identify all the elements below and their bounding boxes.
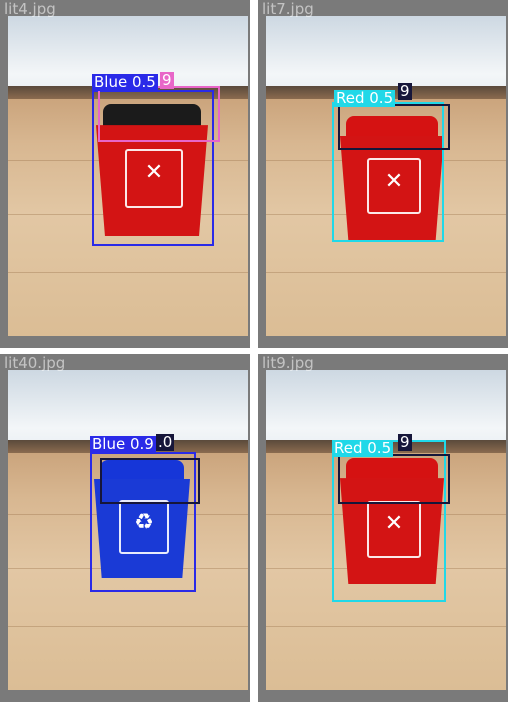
trash-bin: ♻ — [94, 460, 190, 578]
photo: ✕ Red 0.5 9 — [266, 370, 506, 690]
bin-lid — [99, 460, 185, 484]
detection-label: 9 — [398, 433, 412, 451]
detection-label: Blue 0.9 — [90, 435, 156, 453]
detection-label: 9 — [160, 71, 174, 89]
wall — [266, 370, 506, 454]
label-panel: ✕ — [367, 500, 421, 558]
bbox-2 — [338, 104, 450, 150]
detection-label: 9 — [398, 82, 412, 100]
bbox-2 — [98, 86, 220, 142]
bbox-1 — [92, 90, 214, 246]
hazard-icon: ✕ — [144, 159, 164, 185]
bin-body — [340, 478, 444, 584]
label-panel: ♻ — [118, 500, 170, 554]
bbox-1 — [90, 452, 196, 592]
photo: ✕ Blue 0.5 9 — [8, 16, 248, 336]
filename: lit7.jpg — [262, 0, 314, 18]
filename: lit9.jpg — [262, 354, 314, 372]
bin-body — [96, 125, 208, 236]
label-panel: ✕ — [367, 158, 421, 215]
detection-label: .0 — [156, 433, 175, 451]
trash-bin: ✕ — [340, 116, 444, 240]
photo: ✕ Red 0.5 9 — [266, 16, 506, 336]
bin-body — [340, 135, 444, 240]
detection-label: Red 0.5 — [334, 89, 396, 107]
label-panel: ✕ — [125, 148, 183, 209]
image-tile: ✕ Red 0.5 9 lit9.jpg — [258, 354, 508, 702]
filename: lit40.jpg — [4, 354, 66, 372]
detection-label: Blue 0.5 — [92, 73, 158, 91]
photo: ♻ Blue 0.9 .0 — [8, 370, 248, 690]
bbox-2 — [100, 458, 200, 504]
filename: lit4.jpg — [4, 0, 56, 18]
desk-edge — [8, 86, 248, 100]
hazard-icon: ✕ — [384, 511, 404, 537]
image-tile: ♻ Blue 0.9 .0 lit40.jpg — [0, 354, 250, 702]
wall — [266, 16, 506, 100]
recycle-icon: ♻ — [134, 510, 154, 536]
hazard-icon: ✕ — [384, 168, 404, 194]
trash-bin: ✕ — [96, 104, 208, 236]
trash-bin: ✕ — [340, 458, 444, 584]
image-tile: ✕ Blue 0.5 9 lit4.jpg — [0, 0, 250, 348]
image-tile: ✕ Red 0.5 9 lit7.jpg — [258, 0, 508, 348]
bin-body — [94, 478, 190, 578]
bbox-2 — [338, 454, 450, 504]
detection-label: Red 0.5 — [332, 439, 394, 457]
